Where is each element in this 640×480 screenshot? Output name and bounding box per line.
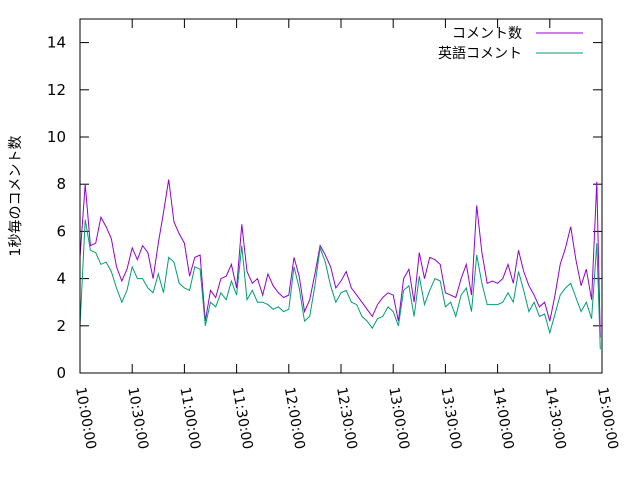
x-tick-label: 14:00:00 [490,386,517,451]
x-tick-label: 10:30:00 [124,386,151,451]
y-axis-label: 1秒毎のコメント数 [8,136,24,257]
x-tick-label: 10:00:00 [72,386,99,451]
y-tick-label: 4 [56,270,66,288]
series-line-1 [79,179,601,338]
y-axis-ticks: 0 2 4 6 8 10 12 14 [47,34,602,382]
series-line-2 [79,219,601,350]
y-tick-label: 0 [56,364,66,382]
x-tick-label: 15:00:00 [594,386,621,451]
legend-label: コメント数 [452,26,522,42]
x-tick-label: 12:00:00 [281,386,308,451]
x-tick-label: 12:30:00 [333,386,360,451]
series-layer [79,179,601,350]
y-tick-label: 12 [47,81,66,99]
y-tick-label: 6 [56,222,66,240]
y-tick-label: 8 [56,175,66,193]
x-tick-label: 13:30:00 [437,386,464,451]
x-tick-label: 11:30:00 [229,386,256,451]
x-tick-label: 14:30:00 [542,386,569,451]
y-tick-label: 2 [56,317,66,335]
x-tick-label: 11:00:00 [176,386,203,451]
x-axis-ticks: 10:00:00 10:30:00 11:00:00 11:30:00 12:00:00… [72,19,621,451]
plot-frame [79,18,603,374]
legend-label: 英語コメント [438,45,522,62]
y-tick-label: 10 [47,128,66,146]
x-tick-label: 13:00:00 [385,386,412,451]
y-tick-label: 14 [47,34,66,52]
